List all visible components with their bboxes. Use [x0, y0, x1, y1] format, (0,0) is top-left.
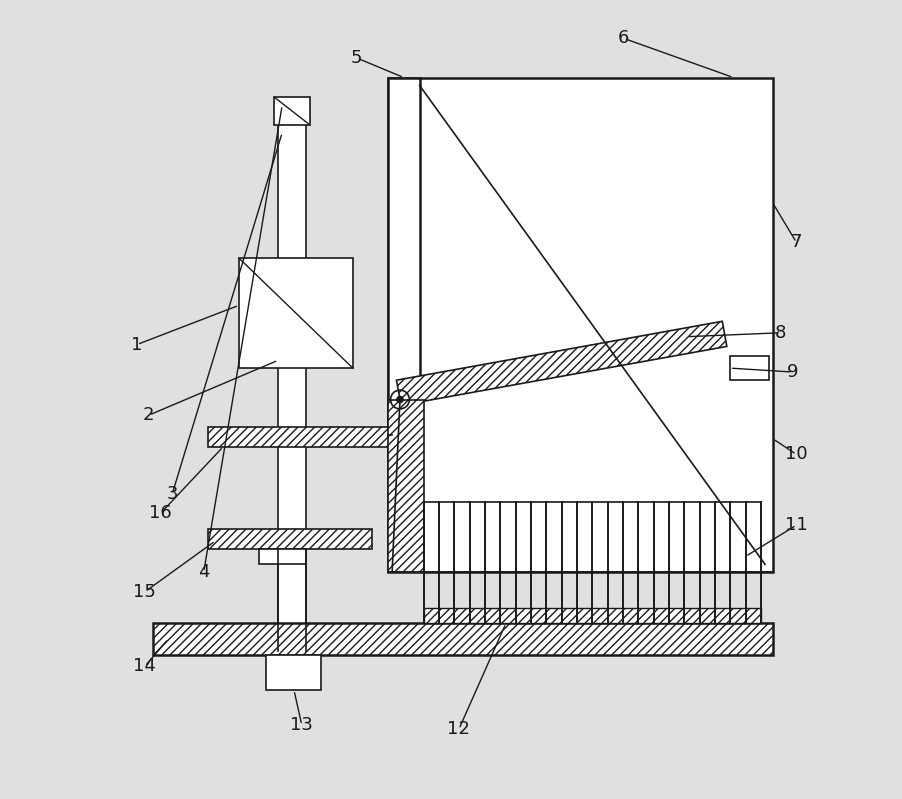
Bar [424, 607, 761, 623]
Text: 7: 7 [791, 233, 802, 252]
Circle shape [397, 396, 403, 403]
Polygon shape [397, 321, 727, 405]
Text: 4: 4 [198, 563, 209, 581]
Bar [274, 97, 309, 125]
Bar [239, 258, 353, 368]
Text: 10: 10 [785, 446, 808, 463]
Bar [388, 78, 419, 455]
Text: 9: 9 [787, 363, 798, 381]
Text: 15: 15 [133, 582, 156, 601]
Bar [207, 529, 373, 549]
Text: 1: 1 [132, 336, 143, 353]
Text: 8: 8 [775, 324, 787, 342]
Text: 11: 11 [785, 516, 808, 534]
Bar [152, 623, 773, 654]
Text: 2: 2 [143, 406, 154, 424]
Bar [259, 549, 306, 564]
Text: 6: 6 [618, 30, 630, 47]
Bar [266, 654, 321, 690]
Text: 3: 3 [167, 485, 178, 503]
Text: 13: 13 [290, 717, 313, 734]
Bar [388, 78, 773, 572]
Bar [730, 356, 769, 380]
Text: 5: 5 [351, 49, 363, 67]
Text: 14: 14 [133, 658, 156, 675]
Bar [207, 427, 392, 447]
Bar [279, 101, 306, 650]
Text: 16: 16 [149, 504, 172, 523]
Bar [388, 400, 424, 572]
Text: 12: 12 [447, 720, 470, 738]
